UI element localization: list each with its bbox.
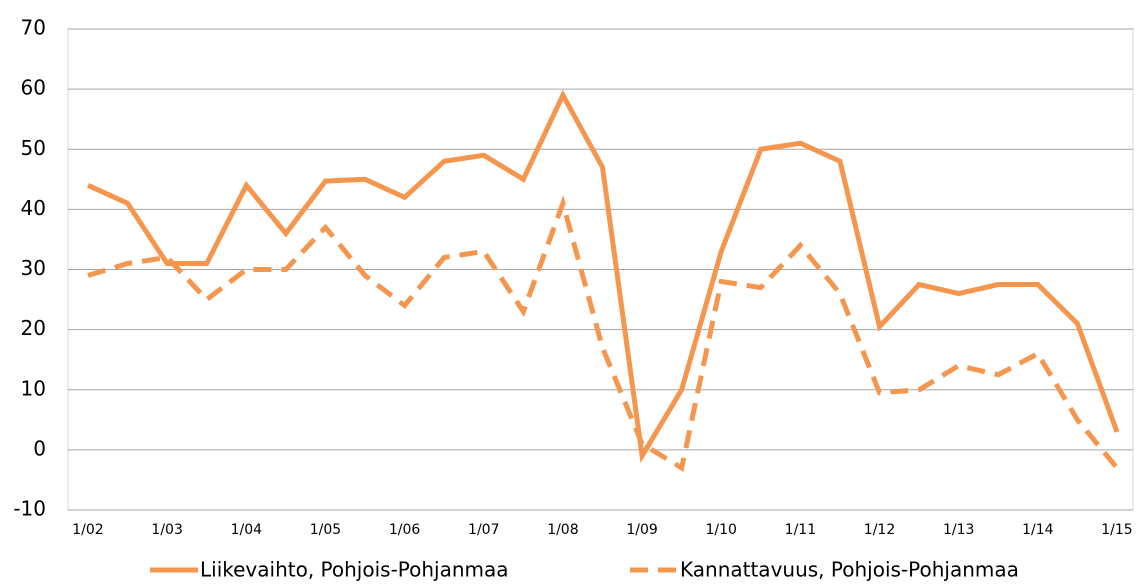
x-tick-label: 1/12 xyxy=(864,522,895,538)
x-tick-label: 1/04 xyxy=(231,522,263,538)
x-tick-label: 1/14 xyxy=(1022,522,1054,538)
x-tick-label: 1/08 xyxy=(547,522,578,538)
y-tick-label: 0 xyxy=(33,436,46,460)
x-tick-label: 1/09 xyxy=(626,522,657,538)
x-tick-label: 1/05 xyxy=(310,522,341,538)
y-tick-label: 30 xyxy=(21,256,46,280)
x-tick-label: 1/03 xyxy=(151,522,182,538)
y-tick-label: 70 xyxy=(21,16,46,40)
y-tick-label: 40 xyxy=(21,196,46,220)
x-tick-label: 1/15 xyxy=(1101,522,1132,538)
x-tick-label: 1/07 xyxy=(468,522,499,538)
series-line xyxy=(87,195,1119,472)
x-tick-label: 1/02 xyxy=(72,522,103,538)
y-tick-label: 60 xyxy=(21,76,46,100)
y-tick-label: 10 xyxy=(21,376,46,400)
legend-label: Liikevaihto, Pohjois-Pohjanmaa xyxy=(200,558,509,582)
x-tick-label: 1/06 xyxy=(389,522,421,538)
y-tick-label: -10 xyxy=(13,497,46,521)
legend-label: Kannattavuus, Pohjois-Pohjanmaa xyxy=(680,558,1019,582)
x-tick-label: 1/11 xyxy=(785,522,816,538)
x-tick-label: 1/10 xyxy=(706,522,737,538)
y-tick-label: 50 xyxy=(21,136,46,160)
x-tick-label: 1/13 xyxy=(943,522,974,538)
y-tick-label: 20 xyxy=(21,316,46,340)
series-line xyxy=(86,89,1120,464)
